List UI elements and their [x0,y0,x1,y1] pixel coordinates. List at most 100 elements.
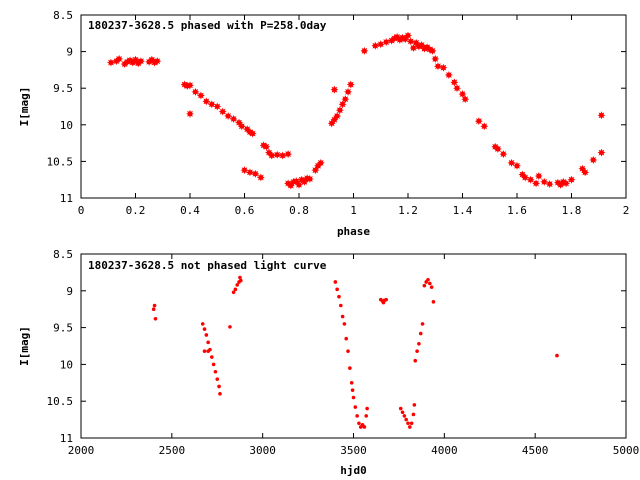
phased-data-point [267,151,276,160]
phased-data-point [256,173,265,182]
unphased-data-point [365,406,369,411]
unphased-data-point [415,349,419,353]
unphased-data-point [411,412,416,417]
unphased-data-point [349,381,354,385]
unphased-data-point [239,278,243,283]
phased-data-point [493,144,502,153]
unphased-x-tick-label: 4000 [431,444,458,457]
phased-data-point [186,109,194,118]
phased-data-point [316,158,325,167]
unphased-data-point [218,392,222,396]
phased-data-point [305,174,314,183]
unphased-data-point [342,322,347,326]
unphased-y-tick-label: 11 [60,432,73,445]
unphased-data-point [202,349,207,353]
unphased-x-axis-label: hjd0 [340,464,367,477]
unphased-data-point [337,294,341,299]
phased-data-point [295,180,303,189]
phased-data-point [251,169,260,178]
unphased-data-point [344,336,349,341]
phased-data-point [562,179,571,188]
unphased-data-point [357,421,361,426]
phased-plot-frame [80,14,627,199]
phased-data-point [453,84,462,93]
phased-data-point [333,112,342,121]
phased-x-tick-label: 1.8 [562,204,582,217]
unphased-chart-panel: 2000 2500 3000 3500 4000 4500 5000 8.5 9 9.5 10 10.… [18,248,639,477]
unphased-data-point [408,425,412,429]
unphased-data-point [364,414,369,418]
unphased-data-point [431,300,436,304]
unphased-data-point [217,384,221,389]
unphased-data-point [402,414,407,418]
unphased-data-point [152,303,157,308]
phased-data-point [444,71,453,80]
phased-data-point [581,168,590,177]
unphased-y-tick-label: 9.5 [53,322,73,335]
phased-chart-title: 180237-3628.5 phased with P=258.0day [88,19,327,32]
unphased-data-point [200,322,205,326]
unphased-data-point [398,406,403,411]
phased-data-point [284,150,293,159]
unphased-y-tick-label: 9 [66,285,73,298]
phased-data-point [376,40,385,49]
phased-x-tick-label: 1.4 [453,204,473,217]
unphased-data-point [418,331,423,336]
phased-data-point [461,95,470,104]
phased-data-point [115,54,124,63]
unphased-y-axis-label: I[mag] [18,326,31,366]
phased-data-point [450,78,459,87]
phased-data-point [191,87,200,96]
phased-data-point [382,38,391,47]
unphased-y-tick-label: 10.5 [47,395,74,408]
phased-data-point [213,102,222,111]
unphased-data-point [235,283,240,287]
unphased-data-point [228,325,232,329]
phased-data-point [218,107,227,116]
phased-data-point [589,155,598,164]
phased-data-point [136,57,145,66]
phased-data-point [480,122,489,131]
phased-data-point [338,100,347,109]
unphased-data-point [400,410,405,415]
unphased-data-point [381,300,386,305]
unphased-data-point [422,283,427,288]
unphased-data-point [333,280,338,284]
phased-y-tick-label: 11 [60,192,73,205]
phased-data-point [248,129,257,138]
phased-y-tick-label: 10.5 [47,155,74,168]
phased-x-tick-label: 1.2 [398,204,418,217]
phased-data-point [360,46,369,55]
phased-x-tick-label: 0.6 [235,204,255,217]
unphased-data-point [404,417,408,422]
unphased-data-point [350,388,355,392]
unphased-data-point [238,275,242,280]
phased-x-tick-label: 0 [78,204,85,217]
unphased-data-point [346,349,350,353]
phased-data-point [428,46,437,55]
unphased-data-point [412,403,417,407]
unphased-x-tick-label: 5000 [613,444,640,457]
unphased-data-point [413,358,418,363]
phased-data-point [106,58,115,67]
phased-data-points [106,31,606,190]
phased-y-tick-label: 8.5 [53,9,73,22]
unphased-y-tick-label: 10 [60,358,73,371]
phased-x-tick-label: 2 [623,204,630,217]
unphased-data-point [338,303,343,308]
unphased-data-point [409,421,414,426]
phased-x-tick-label: 1 [350,204,357,217]
phased-data-point [474,117,483,126]
unphased-chart-title: 180237-3628.5 not phased light curve [88,259,327,272]
unphased-x-tick-label: 3500 [340,444,367,457]
phased-data-point [278,151,287,160]
unphased-data-point [362,425,367,429]
phased-x-tick-label: 0.2 [126,204,146,217]
unphased-data-point [153,316,158,321]
phased-x-tick-label: 0.4 [180,204,200,217]
phased-data-point [344,87,353,96]
phased-data-point [224,112,233,121]
phased-data-point [186,81,194,90]
unphased-y-tick-label: 8.5 [53,248,73,261]
unphased-data-point [420,322,425,326]
